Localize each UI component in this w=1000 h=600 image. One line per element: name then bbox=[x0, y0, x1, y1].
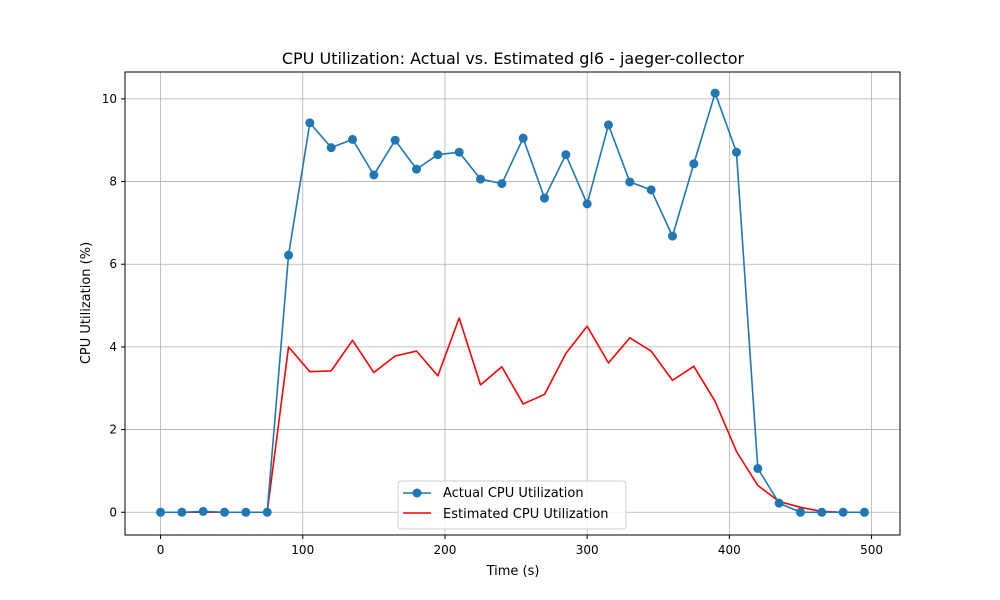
data-point-actual bbox=[369, 170, 379, 180]
data-point-actual bbox=[433, 150, 443, 160]
data-point-actual bbox=[390, 135, 400, 145]
data-point-actual bbox=[326, 143, 336, 153]
data-point-actual bbox=[220, 507, 230, 517]
data-point-actual bbox=[582, 199, 592, 209]
data-point-actual bbox=[817, 507, 827, 517]
y-tick-label: 4 bbox=[109, 340, 117, 354]
data-point-actual bbox=[198, 506, 208, 516]
series-line-estimated bbox=[160, 317, 865, 514]
data-point-actual bbox=[603, 120, 613, 130]
data-point-actual bbox=[838, 507, 848, 517]
x-tick-label: 400 bbox=[718, 543, 741, 557]
grid bbox=[125, 72, 900, 535]
series-line-actual bbox=[160, 92, 865, 514]
data-point-actual bbox=[859, 507, 869, 517]
data-point-actual bbox=[774, 498, 784, 508]
y-tick-label: 0 bbox=[109, 505, 117, 519]
data-point-actual bbox=[731, 147, 741, 157]
data-point-actual bbox=[689, 159, 699, 169]
legend-marker-actual bbox=[412, 488, 422, 498]
data-point-actual bbox=[348, 134, 358, 144]
data-point-actual bbox=[625, 177, 635, 187]
plot-area-frame bbox=[124, 71, 901, 536]
data-point-actual bbox=[241, 507, 251, 517]
x-axis-label: Time (s) bbox=[486, 564, 540, 579]
x-tick-label: 200 bbox=[434, 543, 457, 557]
data-point-actual bbox=[667, 231, 677, 241]
data-point-actual bbox=[262, 507, 272, 517]
data-point-actual bbox=[156, 507, 166, 517]
data-point-actual bbox=[476, 174, 486, 184]
x-tick-label: 100 bbox=[291, 543, 314, 557]
data-point-actual bbox=[539, 193, 549, 203]
y-tick-label: 2 bbox=[109, 423, 117, 437]
data-point-actual bbox=[710, 88, 720, 98]
data-point-actual bbox=[454, 147, 464, 157]
legend-label-estimated: Estimated CPU Utilization bbox=[443, 507, 609, 522]
legend: Actual CPU Utilization Estimated CPU Uti… bbox=[397, 480, 627, 530]
x-tick-label: 500 bbox=[860, 543, 883, 557]
data-point-actual bbox=[518, 133, 528, 143]
plot-series bbox=[156, 88, 869, 517]
data-point-actual bbox=[412, 164, 422, 174]
chart-title: CPU Utilization: Actual vs. Estimated gl… bbox=[282, 49, 745, 68]
data-point-actual bbox=[646, 185, 656, 195]
y-tick-label: 8 bbox=[109, 175, 117, 189]
data-point-actual bbox=[753, 463, 763, 473]
y-tick-label: 6 bbox=[109, 257, 117, 271]
x-tick-label: 300 bbox=[576, 543, 599, 557]
data-point-actual bbox=[305, 118, 315, 128]
legend-box bbox=[397, 480, 627, 530]
y-tick-label: 10 bbox=[102, 92, 117, 106]
legend-label-actual: Actual CPU Utilization bbox=[443, 486, 584, 501]
data-point-actual bbox=[284, 250, 294, 260]
x-tick-label: 0 bbox=[157, 543, 165, 557]
y-axis-label: CPU Utilization (%) bbox=[79, 242, 94, 364]
axis-ticks: 0 100 200 300 400 500 0 2 4 6 8 10 bbox=[102, 92, 883, 557]
data-point-actual bbox=[177, 507, 187, 517]
data-point-actual bbox=[795, 507, 805, 517]
data-point-actual bbox=[497, 179, 507, 189]
data-point-actual bbox=[561, 150, 571, 160]
